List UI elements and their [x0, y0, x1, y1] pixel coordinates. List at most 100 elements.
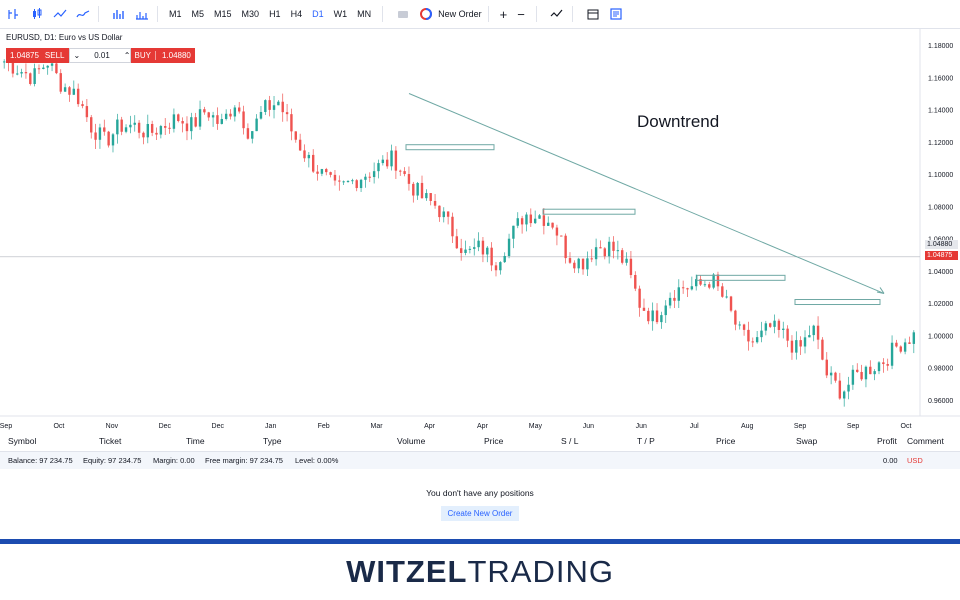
x-tick-label: Jul: [690, 423, 699, 430]
candle-body: [499, 262, 502, 271]
zoom-in-button[interactable]: +: [499, 6, 508, 22]
candle-body: [577, 258, 580, 269]
col-symbol[interactable]: Symbol: [8, 436, 37, 446]
candle-body: [198, 109, 202, 127]
y-tick-label: 1.16000: [928, 75, 953, 82]
candle-body: [690, 286, 694, 290]
calendar-icon[interactable]: [584, 5, 602, 23]
account-currency: USD: [907, 456, 923, 465]
candle-body: [320, 169, 324, 174]
candle-body: [503, 255, 506, 263]
timeframe-mn[interactable]: MN: [357, 9, 372, 19]
indicator-fx-icon[interactable]: [548, 5, 566, 23]
empty-positions-message: You don't have any positions: [426, 488, 534, 498]
candle-body: [277, 101, 280, 106]
candle-body: [59, 73, 62, 92]
price-chart[interactable]: 1.18000 1.16000 1.14000 1.12000 1.10000 1.080…: [0, 29, 960, 431]
candle-body: [721, 286, 724, 297]
buy-button[interactable]: BUY 1.04880: [130, 48, 195, 63]
bar-chart-icon[interactable]: [110, 5, 128, 23]
total-profit: 0.00: [883, 456, 898, 465]
sell-label: SELL: [44, 51, 65, 60]
candle-body: [68, 87, 71, 95]
timeframe-m1[interactable]: M1: [169, 9, 182, 19]
col-swap[interactable]: Swap: [796, 436, 818, 446]
col-comment[interactable]: Comment: [907, 436, 944, 446]
candle-body: [825, 359, 828, 376]
area-chart-icon[interactable]: [74, 5, 92, 23]
zoom-out-button[interactable]: −: [517, 6, 525, 22]
candle-body: [16, 73, 19, 75]
timeframe-d1[interactable]: D1: [312, 9, 324, 19]
x-tick-label: Aug: [741, 423, 754, 430]
indicators-icon[interactable]: [5, 5, 23, 23]
col-ticket[interactable]: Ticket: [99, 436, 122, 446]
timeframe-w1[interactable]: W1: [333, 9, 348, 19]
candle-body: [856, 369, 859, 372]
candle-body: [660, 315, 663, 323]
candle-body: [120, 119, 123, 132]
candle-body: [725, 296, 728, 298]
candle-body: [612, 241, 615, 251]
candle-body: [895, 342, 898, 347]
lot-size-input[interactable]: ⌄ 0.01 ⌃: [68, 48, 131, 63]
col-volume[interactable]: Volume: [397, 436, 426, 446]
create-new-order-button[interactable]: Create New Order: [441, 506, 519, 521]
candle-body: [751, 341, 754, 343]
account-summary: Balance: 97 234.75 Equity: 97 234.75 Mar…: [0, 452, 960, 469]
x-tick-label: Jun: [636, 423, 647, 430]
timeframe-m15[interactable]: M15: [214, 9, 232, 19]
candle-body: [812, 325, 815, 336]
col-type[interactable]: Type: [263, 436, 282, 446]
separator: [487, 6, 489, 22]
sell-button[interactable]: 1.04875 SELL: [6, 48, 69, 63]
candle-body: [172, 114, 176, 129]
line-chart-icon[interactable]: [51, 5, 69, 23]
candle-body: [777, 320, 781, 330]
candle-body: [821, 339, 824, 360]
candle-body: [755, 337, 759, 343]
candle-body: [638, 288, 641, 308]
col-current-price[interactable]: Price: [716, 436, 736, 446]
candle-body: [103, 127, 106, 132]
resistance-zone: [696, 274, 786, 281]
buy-price: 1.04880: [161, 51, 191, 60]
chevron-down-icon[interactable]: ⌄: [73, 51, 81, 60]
bid-price-tag: 1.04875: [925, 251, 958, 260]
resistance-zone: [405, 144, 495, 151]
candle-body: [816, 325, 820, 340]
x-tick-label: Dec: [212, 423, 225, 430]
candlestick-type-icon[interactable]: [28, 5, 46, 23]
volume-icon[interactable]: [133, 5, 151, 23]
candle-body: [838, 380, 842, 399]
col-tp[interactable]: T / P: [637, 436, 655, 446]
screenshot-icon[interactable]: [394, 5, 412, 23]
candle-body: [399, 170, 402, 172]
separator: [157, 6, 158, 22]
new-order-icon[interactable]: [417, 5, 435, 23]
timeframe-m5[interactable]: M5: [191, 9, 205, 19]
col-sl[interactable]: S / L: [561, 436, 579, 446]
x-tick-label: Sep: [847, 423, 860, 430]
timeframe-h4[interactable]: H4: [290, 9, 303, 19]
candle-body: [642, 307, 646, 311]
news-icon[interactable]: [607, 5, 625, 23]
candle-body: [316, 171, 319, 174]
col-profit[interactable]: Profit: [877, 436, 897, 446]
col-time[interactable]: Time: [186, 436, 205, 446]
candle-body: [538, 215, 541, 219]
candle-body: [738, 324, 741, 326]
candle-body: [385, 159, 389, 167]
candle-body: [355, 180, 358, 189]
candle-body: [446, 211, 450, 217]
candle-body: [2, 61, 6, 63]
separator: [98, 6, 99, 22]
timeframe-m30[interactable]: M30: [241, 9, 260, 19]
new-order-button[interactable]: New Order: [438, 9, 482, 19]
chevron-up-icon[interactable]: ⌃: [123, 51, 131, 60]
col-price[interactable]: Price: [484, 436, 504, 446]
timeframe-h1[interactable]: H1: [269, 9, 281, 19]
x-tick-label: Apr: [477, 423, 489, 430]
chart-canvas[interactable]: 1.18000 1.16000 1.14000 1.12000 1.10000 1.080…: [0, 29, 960, 431]
separator: [535, 6, 537, 22]
